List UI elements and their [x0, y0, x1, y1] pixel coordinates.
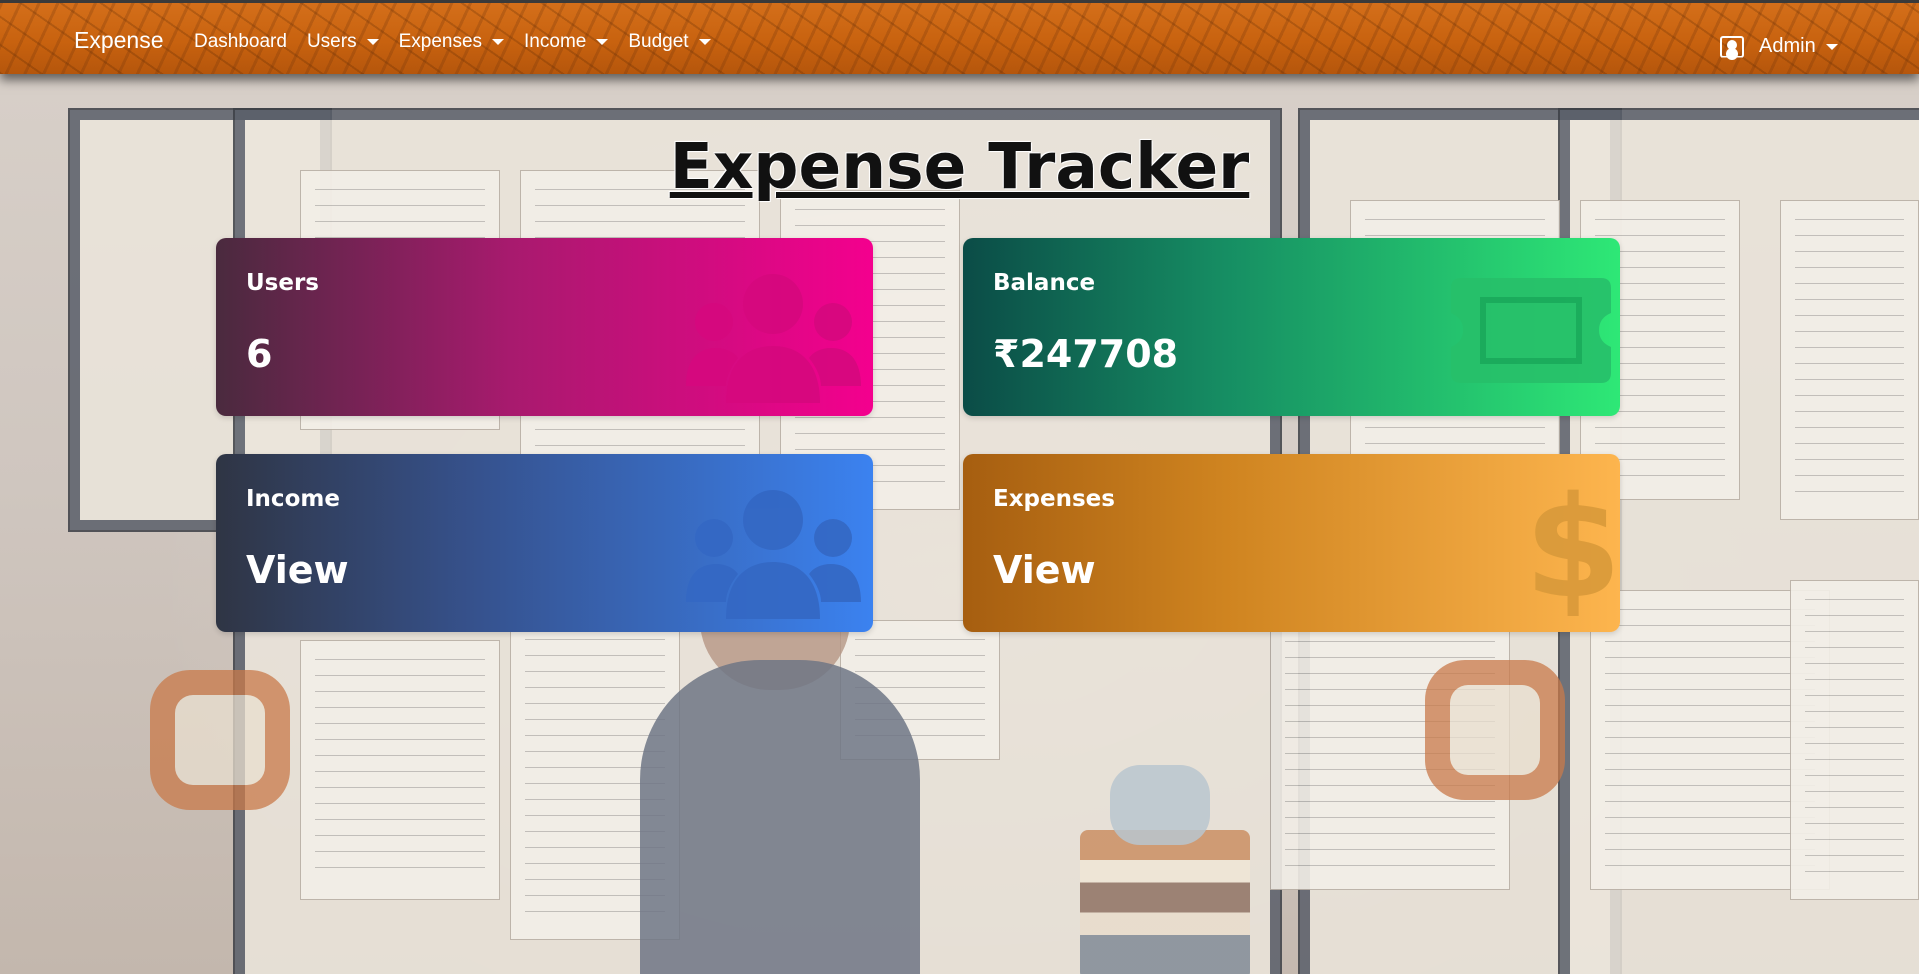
bg-books: [1080, 830, 1250, 974]
caret-down-icon: [366, 39, 379, 45]
users-icon: [686, 274, 861, 403]
card-label: Expenses: [993, 486, 1115, 512]
card-value: View: [993, 548, 1096, 592]
svg-text:$: $: [1531, 476, 1616, 616]
bg-sign: [150, 670, 290, 810]
card-value: ₹247708: [993, 332, 1179, 376]
page-title: Expense Tracker: [669, 130, 1250, 203]
dollar-sign-icon: $: [1531, 476, 1616, 616]
nav-item-users[interactable]: Users: [307, 31, 379, 53]
bg-sheet: [1780, 200, 1919, 520]
nav-item-dashboard[interactable]: Dashboard: [194, 31, 287, 53]
money-bill-icon: [1451, 278, 1611, 383]
caret-down-icon: [1825, 43, 1838, 50]
nav-item-budget[interactable]: Budget: [628, 31, 711, 53]
card-label: Income: [246, 486, 340, 512]
caret-down-icon: [492, 39, 505, 45]
bg-person-body: [640, 660, 920, 974]
brand-link[interactable]: Expense: [74, 27, 164, 53]
nav-item-label: Expenses: [398, 31, 483, 52]
expenses-card[interactable]: $ Expenses View: [963, 454, 1620, 632]
bg-cheese: [1110, 765, 1210, 845]
income-card[interactable]: Income View: [216, 454, 873, 632]
card-label: Balance: [993, 270, 1096, 296]
admin-label: Admin: [1759, 35, 1816, 57]
caret-down-icon: [698, 39, 711, 45]
card-value: 6: [246, 332, 273, 376]
nav-item-income[interactable]: Income: [524, 31, 609, 53]
nav-item-label: Budget: [628, 31, 689, 52]
card-label: Users: [246, 270, 319, 296]
bg-sign: [1425, 660, 1565, 800]
caret-down-icon: [596, 39, 609, 45]
balance-card[interactable]: Balance ₹247708: [963, 238, 1620, 416]
admin-dropdown[interactable]: Admin: [1720, 35, 1838, 58]
top-navbar: Expense Dashboard Users Expenses Income …: [0, 0, 1919, 74]
user-scan-icon: [1720, 36, 1744, 58]
card-value: View: [246, 548, 349, 592]
bg-sheet: [1580, 200, 1740, 500]
users-card[interactable]: Users 6: [216, 238, 873, 416]
bg-sheet: [300, 640, 500, 900]
nav-item-label: Users: [306, 31, 357, 52]
nav-menu: Dashboard Users Expenses Income Budget: [194, 31, 731, 53]
nav-item-label: Dashboard: [194, 31, 287, 52]
nav-item-expenses[interactable]: Expenses: [398, 31, 505, 53]
users-icon: [686, 490, 861, 619]
nav-item-label: Income: [524, 31, 587, 52]
bg-sheet: [1790, 580, 1919, 900]
